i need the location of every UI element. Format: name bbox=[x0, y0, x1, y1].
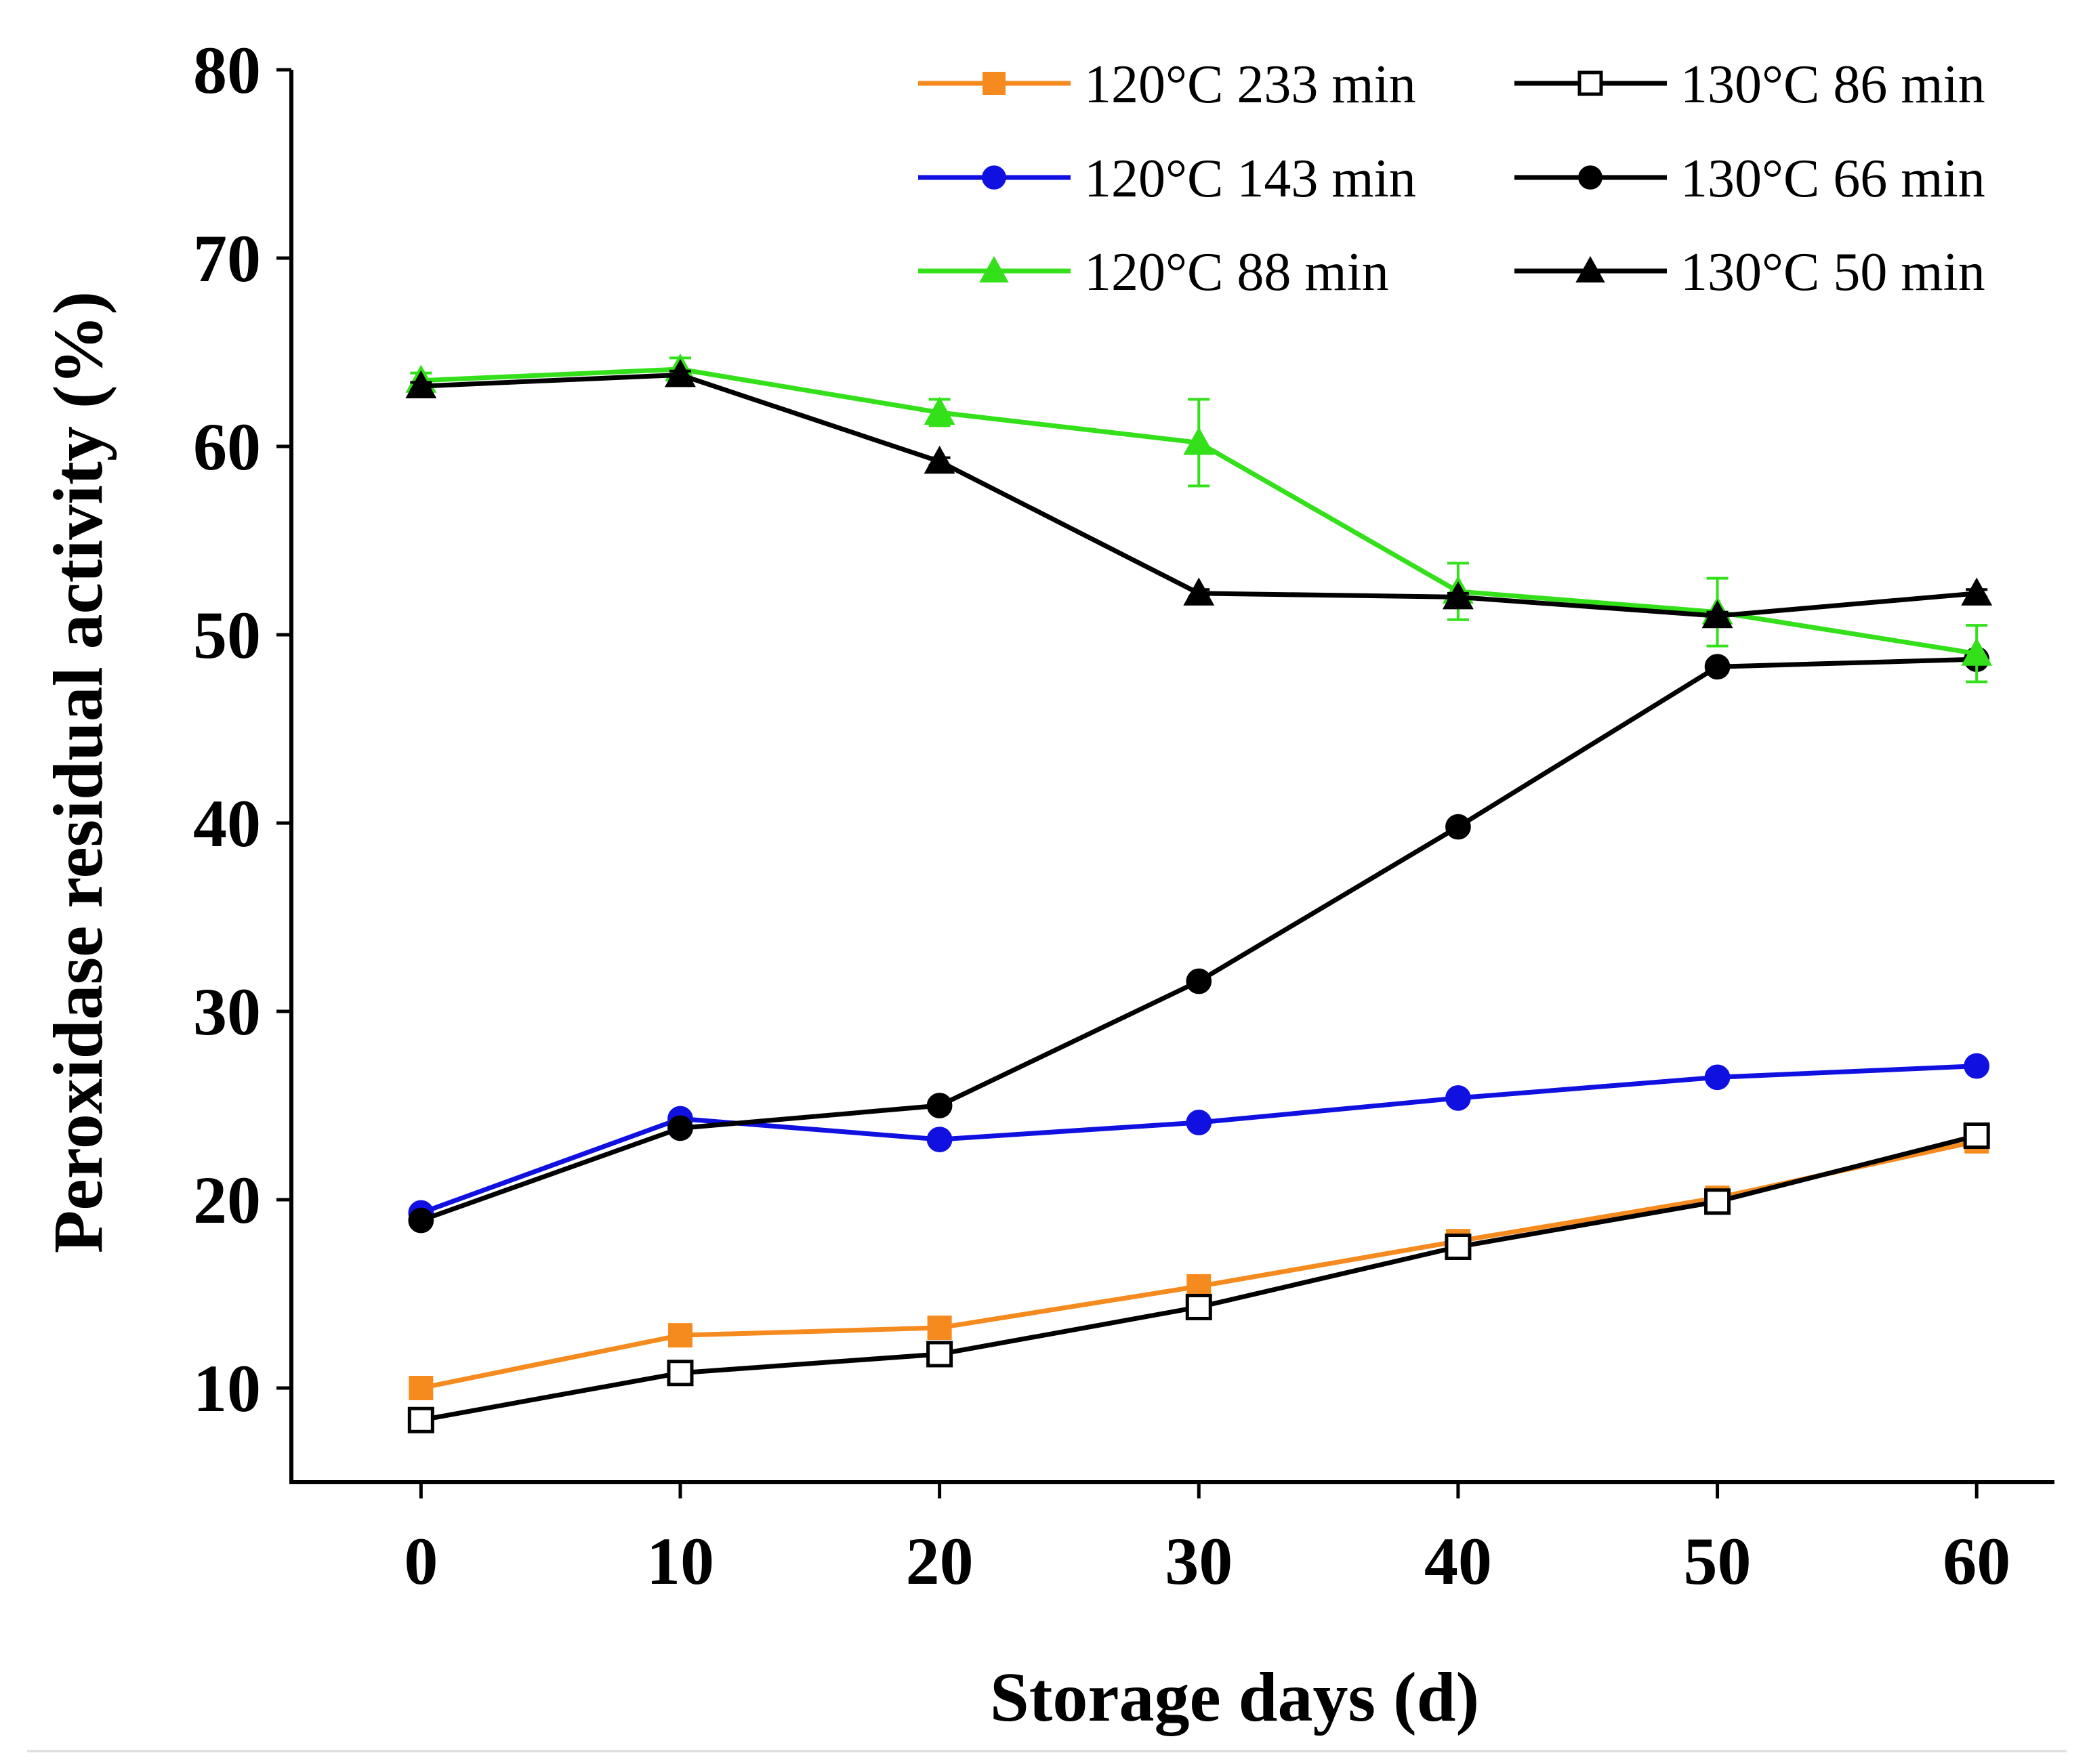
data-point bbox=[1704, 654, 1731, 680]
data-point bbox=[409, 1376, 434, 1400]
data-point bbox=[1704, 1064, 1731, 1091]
series-line bbox=[420, 1139, 1977, 1391]
y-ticks: 10 20 30 40 50 60 70 80 bbox=[193, 33, 291, 1426]
data-point bbox=[1186, 1110, 1212, 1135]
x-tick-label: 60 bbox=[1943, 1524, 2010, 1599]
series-5 bbox=[405, 359, 1993, 629]
legend-item: 120°C 143 min bbox=[918, 149, 1416, 209]
data-point bbox=[665, 359, 696, 387]
y-tick-label: 50 bbox=[193, 597, 261, 673]
data-point bbox=[408, 1207, 434, 1234]
data-point bbox=[1578, 165, 1602, 190]
y-tick-label: 60 bbox=[193, 409, 261, 484]
x-ticks: 0 10 20 30 40 50 60 bbox=[404, 1482, 2010, 1599]
data-point bbox=[1964, 1053, 1990, 1079]
data-point bbox=[1963, 1122, 1990, 1149]
data-point bbox=[1185, 1293, 1212, 1320]
data-point bbox=[667, 1323, 692, 1348]
x-tick-label: 30 bbox=[1165, 1524, 1233, 1599]
legend-label: 120°C 143 min bbox=[1084, 149, 1416, 209]
data-point bbox=[1442, 581, 1474, 610]
data-point bbox=[979, 255, 1009, 282]
x-tick-label: 20 bbox=[906, 1524, 974, 1599]
data-point bbox=[407, 1406, 434, 1433]
data-point bbox=[1701, 600, 1733, 629]
series-layer bbox=[405, 353, 1993, 1433]
legend-label: 130°C 50 min bbox=[1680, 243, 1985, 302]
series-2 bbox=[405, 353, 1993, 684]
legend-label: 130°C 66 min bbox=[1680, 149, 1985, 209]
data-point bbox=[667, 1115, 693, 1141]
legend-label: 130°C 86 min bbox=[1680, 55, 1985, 114]
data-point bbox=[1445, 1234, 1472, 1260]
data-point bbox=[1183, 427, 1215, 455]
y-tick-label: 70 bbox=[193, 221, 261, 296]
data-point bbox=[1445, 814, 1471, 840]
data-point bbox=[926, 1093, 953, 1118]
data-point bbox=[667, 1360, 694, 1387]
series-3 bbox=[407, 1122, 1990, 1433]
y-tick-label: 80 bbox=[193, 33, 261, 108]
data-point bbox=[982, 165, 1006, 190]
data-point bbox=[924, 396, 955, 425]
series-0 bbox=[409, 1129, 1989, 1400]
data-point bbox=[926, 1341, 953, 1368]
series-line bbox=[420, 656, 1977, 1223]
data-point bbox=[1961, 577, 1993, 606]
data-point bbox=[405, 370, 437, 399]
y-tick-label: 10 bbox=[193, 1351, 261, 1426]
x-tick-label: 10 bbox=[646, 1524, 714, 1599]
legend: 120°C 233 min 120°C 143 min 120°C 88 min 13… bbox=[918, 55, 1985, 302]
x-tick-label: 50 bbox=[1684, 1524, 1752, 1599]
legend-label: 120°C 88 min bbox=[1084, 243, 1389, 302]
axes bbox=[289, 70, 2054, 1484]
y-tick-label: 30 bbox=[193, 974, 261, 1049]
data-point bbox=[1445, 1085, 1471, 1111]
data-point bbox=[1704, 1188, 1731, 1215]
legend-item: 130°C 50 min bbox=[1514, 243, 1985, 302]
series-1 bbox=[408, 1053, 1990, 1226]
x-tick-label: 0 bbox=[404, 1524, 438, 1599]
data-point bbox=[926, 1127, 953, 1152]
data-point bbox=[924, 445, 955, 474]
series-4 bbox=[408, 646, 1990, 1234]
data-point bbox=[1577, 70, 1603, 96]
y-tick-label: 40 bbox=[193, 786, 261, 861]
x-axis-title: Storage days (d) bbox=[990, 1658, 1479, 1736]
data-point bbox=[1183, 577, 1215, 606]
legend-item: 120°C 88 min bbox=[918, 243, 1389, 302]
data-point bbox=[927, 1316, 952, 1341]
data-point bbox=[1575, 255, 1605, 282]
legend-item: 130°C 66 min bbox=[1514, 149, 1985, 209]
x-tick-label: 40 bbox=[1424, 1524, 1492, 1599]
y-axis-title: Peroxidase residual activity (%) bbox=[39, 291, 117, 1253]
y-tick-label: 20 bbox=[193, 1162, 261, 1238]
legend-label: 120°C 233 min bbox=[1084, 55, 1416, 114]
legend-item: 120°C 233 min bbox=[918, 55, 1416, 114]
data-point bbox=[1186, 968, 1212, 994]
data-point bbox=[983, 72, 1006, 95]
legend-item: 130°C 86 min bbox=[1514, 55, 1985, 114]
data-point bbox=[1961, 637, 1993, 666]
